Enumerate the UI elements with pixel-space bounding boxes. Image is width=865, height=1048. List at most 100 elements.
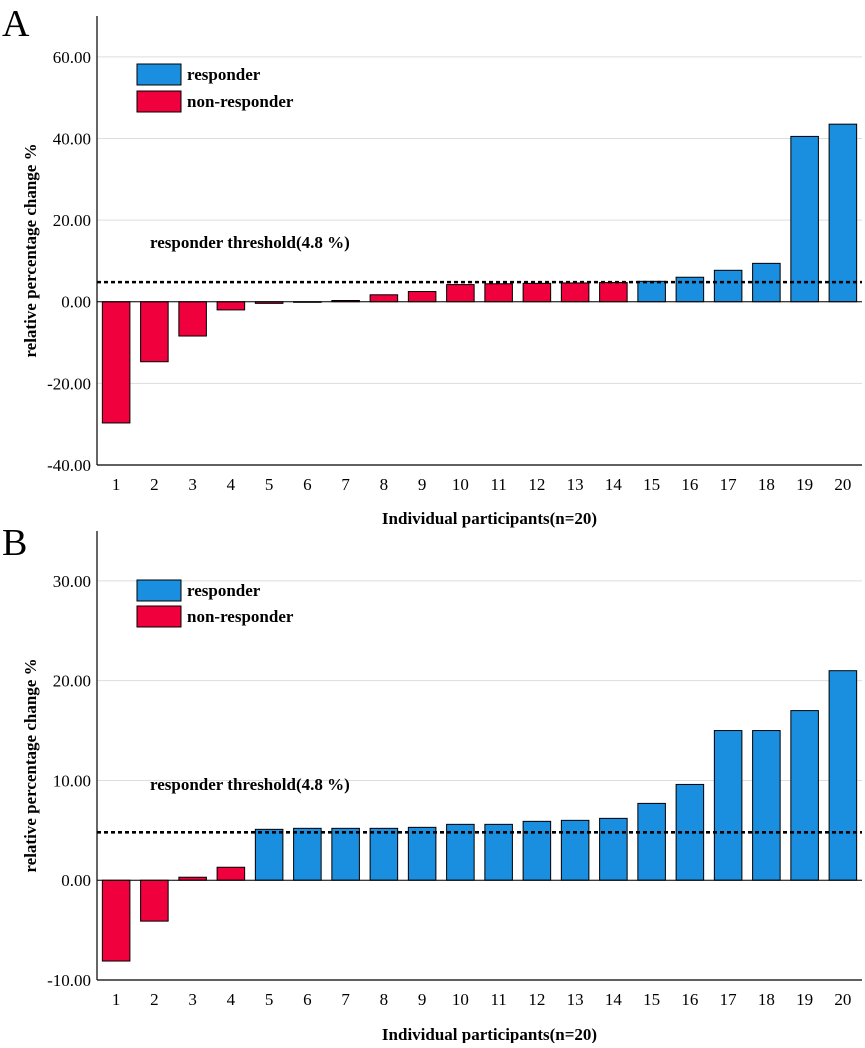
bar-8 [369, 827, 399, 881]
bar-14 [599, 817, 628, 881]
legend: responder non-responder [136, 579, 294, 628]
x-tick-label: 14 [605, 990, 623, 1009]
panel-letter: B [2, 522, 27, 564]
legend-label-non-responder: non-responder [187, 92, 294, 111]
x-tick-label: 10 [452, 990, 469, 1009]
x-tick-label: 18 [758, 990, 775, 1009]
x-tick-label: 13 [567, 990, 584, 1009]
bar-13 [560, 282, 590, 303]
x-tick-label: 7 [341, 990, 350, 1009]
x-tick-label: 11 [490, 990, 506, 1009]
x-tick-label: 8 [380, 990, 389, 1009]
x-tick-label: 4 [227, 990, 236, 1009]
x-tick-label: 17 [720, 475, 738, 494]
bar-1 [101, 301, 131, 424]
bar-9 [407, 826, 437, 881]
x-tick-label: 16 [681, 475, 698, 494]
x-tick-label: 10 [452, 475, 469, 494]
x-axis-title: Individual participants(n=20) [382, 1025, 597, 1043]
y-tick-label: 10.00 [53, 771, 91, 790]
bar-13 [560, 819, 590, 881]
bar-12 [522, 282, 552, 303]
y-tick-label: -40.00 [47, 456, 91, 475]
legend-swatch-non-responder [136, 605, 182, 628]
y-tick-label: -10.00 [47, 971, 91, 990]
x-tick-label: 3 [188, 475, 197, 494]
legend-swatch-responder [136, 63, 182, 86]
y-tick-label: 20.00 [53, 211, 91, 230]
x-tick-label: 1 [112, 990, 121, 1009]
x-tick-label: 9 [418, 475, 427, 494]
x-tick-label: 19 [796, 475, 813, 494]
bar-17 [713, 269, 743, 303]
bar-2 [140, 301, 169, 363]
x-tick-label: 2 [150, 475, 159, 494]
x-tick-label: 11 [490, 475, 506, 494]
bar-12 [522, 820, 552, 881]
bar-10 [446, 284, 475, 303]
y-tick-label: -20.00 [47, 374, 91, 393]
bar-9 [407, 291, 437, 303]
x-tick-label: 3 [188, 990, 197, 1009]
legend-swatch-responder [136, 579, 182, 602]
x-tick-label: 6 [303, 475, 312, 494]
bar-19 [790, 135, 819, 303]
bar-15 [637, 280, 666, 303]
bar-5 [254, 828, 284, 881]
bar-1 [101, 879, 131, 962]
bar-7 [331, 827, 360, 881]
x-tick-label: 5 [265, 475, 274, 494]
x-tick-label: 9 [418, 990, 427, 1009]
legend: responder non-responder [136, 63, 294, 113]
x-tick-label: 1 [112, 475, 121, 494]
bar-10 [446, 823, 475, 881]
legend-label-responder: responder [187, 581, 261, 600]
x-tick-label: 12 [528, 475, 545, 494]
bar-4 [216, 866, 246, 881]
bar-20 [828, 670, 858, 881]
x-tick-label: 8 [380, 475, 389, 494]
y-tick-label: 30.00 [53, 572, 91, 591]
panel-letter: A [2, 3, 30, 45]
x-tick-label: 4 [227, 475, 236, 494]
bar-4 [216, 301, 246, 311]
bar-15 [637, 802, 666, 881]
bar-19 [790, 710, 819, 881]
bar-11 [484, 283, 513, 303]
bar-3 [178, 301, 207, 337]
y-axis-title: relative percentage change % [21, 143, 40, 357]
legend-swatch-non-responder [136, 90, 182, 113]
x-tick-label: 6 [303, 990, 312, 1009]
x-tick-label: 13 [567, 475, 584, 494]
x-axis-title: Individual participants(n=20) [382, 509, 597, 528]
x-tick-label: 15 [643, 475, 660, 494]
x-tick-label: 16 [681, 990, 698, 1009]
bar-17 [713, 730, 743, 881]
y-tick-label: 0.00 [61, 293, 91, 312]
bar-2 [140, 879, 169, 922]
threshold-label: responder threshold(4.8 %) [150, 233, 350, 252]
bar-8 [369, 294, 399, 303]
y-tick-label: 20.00 [53, 672, 91, 691]
y-tick-label: 60.00 [53, 48, 91, 67]
legend-label-non-responder: non-responder [187, 607, 294, 626]
y-tick-label: 40.00 [53, 129, 91, 148]
x-tick-label: 14 [605, 475, 623, 494]
bar-20 [828, 123, 858, 303]
x-tick-label: 19 [796, 990, 813, 1009]
x-tick-label: 18 [758, 475, 775, 494]
bar-18 [752, 730, 781, 881]
legend-label-responder: responder [187, 65, 261, 84]
threshold-label: responder threshold(4.8 %) [150, 775, 350, 794]
bar-6 [293, 827, 322, 881]
x-tick-label: 15 [643, 990, 660, 1009]
x-tick-label: 17 [720, 990, 738, 1009]
x-tick-label: 7 [341, 475, 350, 494]
x-tick-label: 12 [528, 990, 545, 1009]
y-axis-title: relative percentage change % [21, 658, 40, 872]
x-tick-label: 2 [150, 990, 159, 1009]
